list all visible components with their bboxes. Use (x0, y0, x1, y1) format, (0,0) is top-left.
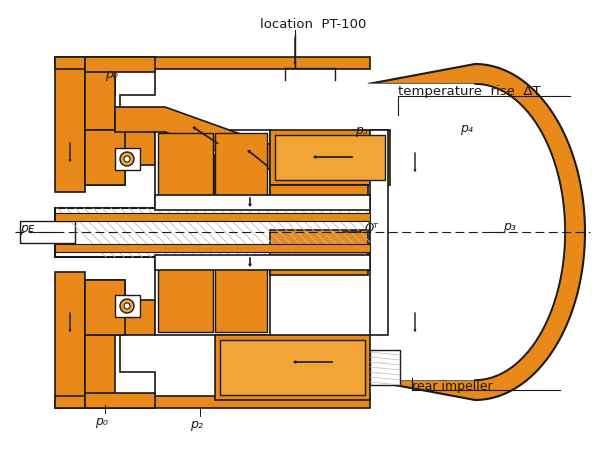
Bar (270, 185, 368, 230)
Bar (55, 57, 370, 69)
Bar (55, 396, 370, 408)
Bar (155, 130, 270, 205)
Bar (155, 195, 370, 210)
Bar (85, 57, 155, 72)
Bar (55, 213, 370, 221)
Bar (55, 244, 370, 252)
Bar (85, 130, 125, 185)
Bar (55, 57, 85, 192)
Bar (215, 335, 370, 400)
Bar (370, 350, 400, 385)
Polygon shape (85, 130, 155, 185)
Text: p₅: p₅ (355, 124, 368, 137)
Circle shape (120, 299, 134, 313)
Bar (55, 272, 85, 408)
Bar (220, 340, 365, 395)
Bar (115, 295, 140, 317)
Text: Qᵀ: Qᵀ (365, 221, 379, 234)
Text: p₄: p₄ (460, 121, 473, 134)
Polygon shape (85, 335, 155, 408)
Text: p₀: p₀ (95, 415, 108, 428)
Polygon shape (165, 132, 215, 200)
Text: p₃: p₃ (503, 219, 516, 232)
Text: temperature  rise  ΔT: temperature rise ΔT (398, 85, 541, 98)
Text: p₂: p₂ (190, 418, 203, 431)
Polygon shape (368, 84, 565, 380)
Text: location  PT-100: location PT-100 (260, 18, 367, 31)
Bar (155, 255, 370, 270)
Bar (158, 133, 213, 202)
Bar (215, 263, 267, 332)
Circle shape (124, 303, 130, 309)
Bar (85, 280, 125, 335)
Polygon shape (85, 280, 155, 335)
Polygon shape (85, 57, 155, 130)
Bar (155, 260, 270, 335)
Polygon shape (368, 64, 585, 400)
Bar (158, 263, 213, 332)
Bar (370, 130, 388, 335)
Bar (55, 208, 370, 257)
Bar (85, 393, 155, 408)
Text: p₀: p₀ (105, 68, 118, 81)
Bar (215, 133, 267, 202)
Bar (270, 130, 390, 185)
Bar (20, 221, 75, 243)
Circle shape (124, 156, 130, 162)
Circle shape (120, 152, 134, 166)
Bar (115, 148, 140, 170)
Polygon shape (85, 335, 115, 408)
Bar (270, 230, 368, 275)
Polygon shape (115, 107, 355, 200)
Text: rear impeller: rear impeller (412, 380, 493, 393)
Polygon shape (85, 57, 115, 130)
Text: pᴇ: pᴇ (20, 221, 34, 234)
Bar (275, 135, 385, 180)
